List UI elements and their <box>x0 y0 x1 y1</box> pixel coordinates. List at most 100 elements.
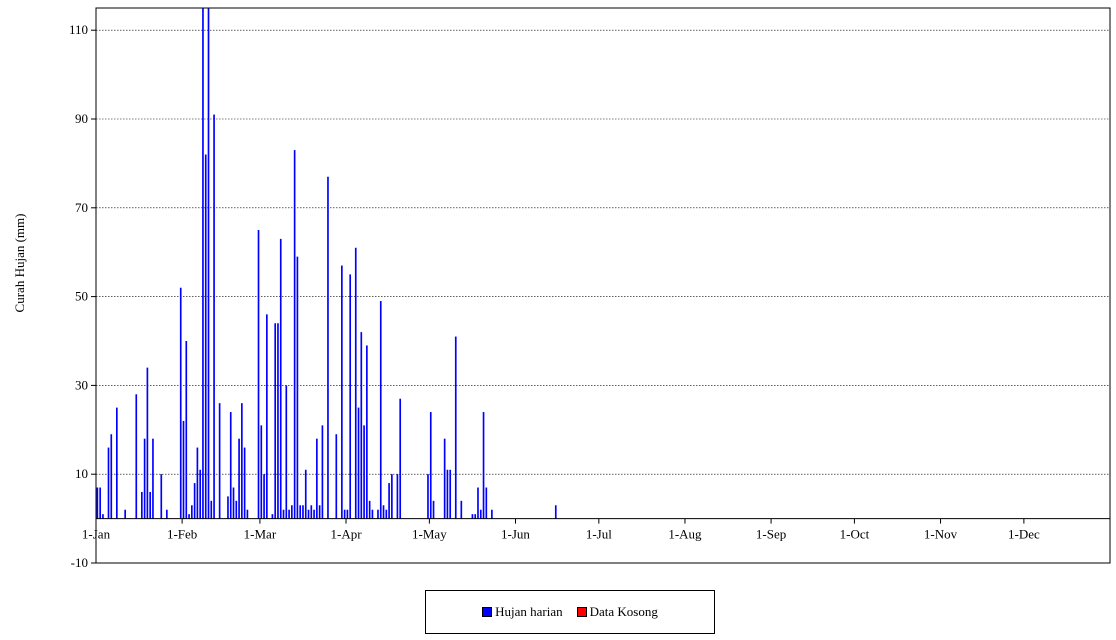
axes <box>91 7 1111 564</box>
bar <box>379 301 382 519</box>
bar <box>368 500 371 519</box>
bar <box>474 514 477 519</box>
x-tick-label: 1-Jul <box>586 527 612 542</box>
bar <box>99 487 102 519</box>
bar <box>202 8 204 519</box>
bar <box>182 420 185 519</box>
bar <box>107 447 110 519</box>
bar <box>385 509 388 519</box>
y-tick-label: 70 <box>75 200 88 215</box>
bar <box>282 509 285 519</box>
bar <box>479 509 482 519</box>
bar <box>116 407 118 519</box>
bar <box>316 438 318 519</box>
y-tick-label: 10 <box>75 466 88 481</box>
x-tick-labels: 1-Jan 1-Feb 1-Mar 1-Apr 1-May 1-Jun 1-Jul 1-Aug… <box>82 527 1040 542</box>
bar <box>141 491 143 519</box>
legend-item-data-kosong: Data Kosong <box>576 604 658 620</box>
bar <box>327 176 329 519</box>
y-tick-label: -10 <box>71 555 88 570</box>
legend-label: Hujan harian <box>495 604 563 619</box>
y-tick-labels: -10 10 30 50 70 90 110 <box>69 22 88 570</box>
gridlines <box>96 29 1110 475</box>
bar <box>185 341 188 519</box>
bar <box>432 500 435 519</box>
bar <box>179 287 182 519</box>
legend: Hujan harian Data Kosong <box>425 590 715 634</box>
bar <box>277 323 279 519</box>
rainfall-chart: -10 10 30 50 70 90 110 1-Jan 1-Feb 1-Mar 1-Apr 1-M… <box>12 7 1111 570</box>
bar <box>343 509 346 519</box>
x-tick-label: 1-Jan <box>82 527 111 542</box>
bar <box>229 412 232 519</box>
bar <box>296 256 299 519</box>
bar <box>477 487 479 519</box>
bar <box>335 434 338 519</box>
bar <box>271 514 274 519</box>
legend-swatch-red <box>576 607 587 617</box>
bar <box>285 385 288 519</box>
bar <box>143 438 146 519</box>
bar <box>135 394 138 519</box>
bar <box>279 238 282 519</box>
bar <box>263 474 265 519</box>
bar <box>260 425 263 519</box>
bar <box>554 505 557 519</box>
x-tick-label: 1-May <box>412 527 447 542</box>
bar <box>388 483 390 519</box>
bar <box>193 483 196 519</box>
bar <box>302 505 304 519</box>
bar <box>366 345 368 519</box>
bar <box>318 505 321 519</box>
x-tick-label: 1-Apr <box>331 527 363 542</box>
bar <box>227 496 229 519</box>
bar <box>110 434 113 519</box>
x-tick-label: 1-Nov <box>924 527 958 542</box>
bar <box>188 514 190 519</box>
x-tick-label: 1-Aug <box>668 527 702 542</box>
bar <box>257 230 260 519</box>
bar <box>310 505 313 519</box>
y-tick-label: 90 <box>75 111 88 126</box>
bar <box>146 367 149 519</box>
bar <box>213 114 215 519</box>
bar <box>449 469 452 519</box>
bar <box>429 412 432 519</box>
legend-swatch-blue <box>482 607 493 617</box>
bar <box>149 491 152 519</box>
bar <box>299 505 302 519</box>
x-tick-label: 1-Oct <box>840 527 870 542</box>
bar <box>196 447 199 519</box>
bar <box>482 412 485 519</box>
x-tick-label: 1-Jun <box>501 527 530 542</box>
bar <box>357 407 360 519</box>
x-tick-label: 1-Dec <box>1008 527 1040 542</box>
bar <box>288 509 290 519</box>
bar <box>243 447 246 519</box>
bar <box>207 8 210 519</box>
legend-item-hujan-harian: Hujan harian <box>482 604 563 620</box>
bar <box>266 314 268 519</box>
bar <box>313 509 315 519</box>
bar <box>354 247 357 519</box>
y-tick-label: 110 <box>69 22 88 37</box>
bar <box>238 438 240 519</box>
x-tick-label: 1-Feb <box>167 527 197 542</box>
bar <box>454 336 457 519</box>
x-tick-label: 1-Mar <box>244 527 277 542</box>
bar <box>391 474 393 519</box>
bar <box>166 509 168 519</box>
bar <box>160 474 163 519</box>
x-tick-label: 1-Sep <box>756 527 786 542</box>
bar <box>246 509 249 519</box>
bar <box>152 438 154 519</box>
bar <box>427 474 429 519</box>
bar <box>382 505 385 519</box>
bar <box>204 154 207 519</box>
y-tick-label: 30 <box>75 377 88 392</box>
bar <box>396 474 399 519</box>
bar <box>232 487 235 519</box>
bar <box>241 403 243 519</box>
legend-label: Data Kosong <box>589 604 658 619</box>
bar <box>471 514 474 519</box>
